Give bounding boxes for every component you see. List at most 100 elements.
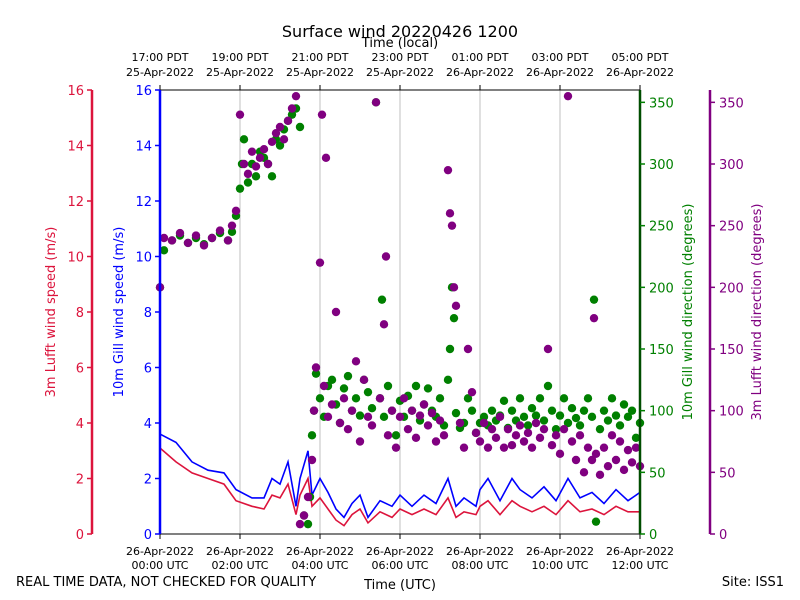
lufft-direction-point bbox=[615, 437, 625, 446]
gill-direction-point bbox=[611, 411, 621, 420]
lufft-direction-point bbox=[551, 431, 561, 440]
lufft-direction-point bbox=[567, 437, 577, 446]
gill-dir-tick-label: 100 bbox=[649, 405, 674, 420]
lufft-direction-point bbox=[403, 424, 413, 434]
x-tick-date: 26-Apr-2022 bbox=[366, 545, 434, 558]
lufft-speed-tick-label: 2 bbox=[76, 473, 84, 488]
quality-disclaimer: REAL TIME DATA, NOT CHECKED FOR QUALITY bbox=[16, 575, 317, 590]
lufft-direction-point bbox=[315, 258, 325, 267]
gill-direction-point bbox=[539, 416, 549, 425]
x-tick-time: 06:00 UTC bbox=[371, 559, 428, 572]
x-tick-date: 26-Apr-2022 bbox=[526, 545, 594, 558]
lufft-direction-point bbox=[399, 394, 409, 403]
lufft-direction-point bbox=[519, 437, 529, 446]
lufft-direction-point bbox=[359, 375, 369, 385]
lufft-direction-point bbox=[291, 91, 301, 101]
gill-speed-tick-label: 10 bbox=[135, 251, 152, 266]
top-tick-time: 21:00 PDT bbox=[291, 51, 348, 64]
gill-dir-tick-label: 0 bbox=[649, 528, 657, 543]
gill-direction-point bbox=[303, 519, 313, 529]
gill-direction-point bbox=[251, 172, 261, 181]
gill-speed-tick-label: 8 bbox=[144, 306, 152, 321]
lufft-direction-point bbox=[207, 233, 217, 243]
lufft-direction-point bbox=[435, 416, 445, 425]
gill-direction-point bbox=[463, 394, 473, 403]
gill-direction-point bbox=[607, 394, 617, 403]
gill-direction-point bbox=[567, 404, 577, 413]
lufft-direction-point bbox=[619, 465, 629, 475]
lufft-direction-point bbox=[307, 455, 317, 465]
top-tick-time: 17:00 PDT bbox=[131, 51, 188, 64]
x-tick-time: 10:00 UTC bbox=[531, 559, 588, 572]
lufft-dir-tick-label: 50 bbox=[719, 466, 736, 481]
gill-direction-point bbox=[287, 110, 297, 119]
gill-dir-tick-label: 50 bbox=[649, 466, 666, 481]
lufft-dir-tick-label: 0 bbox=[719, 528, 727, 543]
lufft-direction-point bbox=[449, 283, 459, 292]
lufft-direction-point bbox=[423, 421, 433, 430]
gill-dir-tick-label: 300 bbox=[649, 158, 674, 173]
gill-direction-point bbox=[343, 371, 353, 381]
lufft-direction-point bbox=[455, 418, 465, 428]
lufft-direction-point bbox=[199, 241, 209, 250]
lufft-speed-tick-label: 14 bbox=[67, 140, 84, 155]
gill-direction-point bbox=[449, 313, 459, 323]
lufft-direction-point bbox=[247, 147, 257, 156]
lufft-direction-point bbox=[321, 153, 331, 163]
gill-speed-tick-label: 0 bbox=[144, 528, 152, 543]
lufft-direction-point bbox=[347, 406, 357, 415]
gill-direction-point bbox=[487, 406, 497, 415]
lufft-direction-point bbox=[339, 394, 349, 403]
x-tick-time: 02:00 UTC bbox=[211, 559, 268, 572]
lufft-direction-point bbox=[395, 412, 405, 422]
gill-direction-point bbox=[295, 122, 305, 132]
lufft-direction-point bbox=[591, 449, 601, 459]
gill-direction-point bbox=[379, 412, 389, 422]
lufft-direction-point bbox=[271, 128, 281, 138]
lufft-direction-point bbox=[283, 116, 293, 126]
lufft-direction-point bbox=[259, 145, 269, 154]
lufft-direction-point bbox=[559, 424, 569, 434]
lufft-direction-point bbox=[331, 307, 341, 317]
gill-speed-tick-label: 6 bbox=[144, 362, 152, 377]
lufft-direction-point bbox=[191, 231, 201, 240]
gill-direction-point bbox=[383, 381, 393, 391]
gill-direction-point bbox=[435, 394, 445, 403]
gill-direction-point bbox=[311, 369, 321, 378]
gill-direction-point bbox=[519, 412, 529, 422]
lufft-direction-point bbox=[467, 387, 477, 397]
lufft-speed-tick-label: 16 bbox=[67, 84, 84, 99]
lufft-dir-tick-label: 200 bbox=[719, 281, 744, 296]
gill-direction-point bbox=[599, 406, 609, 415]
gill-direction-point bbox=[615, 421, 625, 430]
top-tick-date: 25-Apr-2022 bbox=[206, 66, 274, 79]
bottom-axis-label: Time (UTC) bbox=[363, 578, 436, 593]
lufft-direction-point bbox=[363, 412, 373, 422]
gill-direction-point bbox=[589, 295, 599, 304]
lufft-direction-point bbox=[547, 441, 557, 450]
x-tick-date: 26-Apr-2022 bbox=[286, 545, 354, 558]
gill-direction-point bbox=[531, 411, 541, 420]
lufft-direction-point bbox=[631, 443, 641, 452]
gill-direction-point bbox=[631, 433, 641, 442]
lufft-direction-point bbox=[439, 431, 449, 440]
lufft-direction-point bbox=[287, 104, 297, 113]
top-tick-date: 26-Apr-2022 bbox=[446, 66, 514, 79]
lufft-direction-point bbox=[381, 252, 391, 261]
gill-speed-tick-label: 4 bbox=[144, 417, 152, 432]
gill-direction-point bbox=[515, 394, 525, 403]
gill-direction-point bbox=[523, 421, 533, 430]
lufft-direction-point bbox=[303, 492, 313, 502]
x-tick-time: 12:00 UTC bbox=[611, 559, 668, 572]
gill-direction-point bbox=[535, 394, 545, 403]
gill-direction-point bbox=[315, 394, 325, 403]
x-tick-date: 26-Apr-2022 bbox=[606, 545, 674, 558]
lufft-direction-point bbox=[471, 428, 481, 438]
gill-direction-point bbox=[571, 413, 581, 423]
lufft-direction-point bbox=[367, 421, 377, 430]
gill-direction-point bbox=[327, 375, 337, 385]
lufft-direction-point bbox=[175, 228, 185, 238]
lufft-direction-point bbox=[311, 363, 321, 372]
lufft-direction-point bbox=[523, 428, 533, 438]
